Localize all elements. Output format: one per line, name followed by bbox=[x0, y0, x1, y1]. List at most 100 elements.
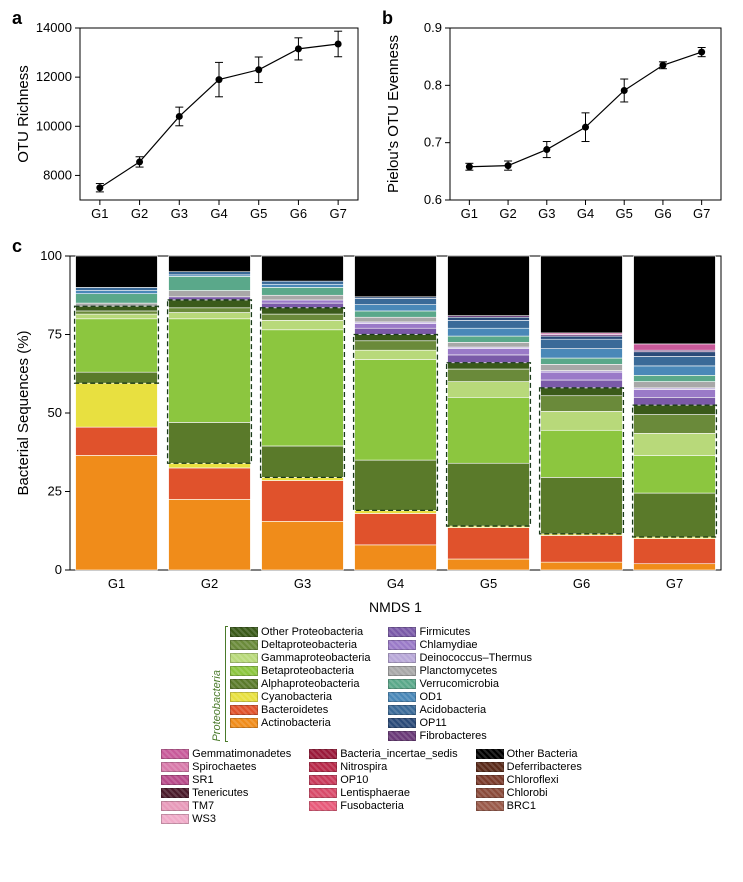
legend-swatch bbox=[388, 692, 416, 702]
legend-swatch bbox=[161, 749, 189, 759]
legend-item: Bacteroidetes bbox=[230, 704, 370, 716]
svg-text:50: 50 bbox=[48, 405, 62, 420]
legend-label: Fibrobacteres bbox=[419, 730, 486, 742]
legend-swatch bbox=[388, 666, 416, 676]
legend-item: TM7 bbox=[161, 800, 291, 812]
legend-item: Planctomycetes bbox=[388, 665, 532, 677]
legend-label: Other Proteobacteria bbox=[261, 626, 363, 638]
svg-text:G1: G1 bbox=[108, 576, 125, 591]
legend-item: Betaproteobacteria bbox=[230, 665, 370, 677]
legend-swatch bbox=[388, 627, 416, 637]
panel-c-label: c bbox=[12, 236, 22, 257]
svg-text:G6: G6 bbox=[654, 206, 671, 221]
svg-text:0.8: 0.8 bbox=[424, 77, 442, 92]
legend-item: OP11 bbox=[388, 717, 532, 729]
legend-swatch bbox=[230, 705, 258, 715]
legend-swatch bbox=[161, 762, 189, 772]
panel-b-label: b bbox=[382, 8, 393, 29]
legend-swatch bbox=[309, 788, 337, 798]
legend-item: Chloroflexi bbox=[476, 774, 582, 786]
svg-text:G4: G4 bbox=[210, 206, 227, 221]
legend-label: Actinobacteria bbox=[261, 717, 331, 729]
legend-label: Alphaproteobacteria bbox=[261, 678, 359, 690]
legend-swatch bbox=[309, 762, 337, 772]
legend-label: OP11 bbox=[419, 717, 446, 729]
legend-swatch bbox=[230, 653, 258, 663]
legend-item: BRC1 bbox=[476, 800, 582, 812]
legend-item: Other Bacteria bbox=[476, 748, 582, 760]
panel-a: a 8000100001200014000G1G2G3G4G5G6G7OTU R… bbox=[10, 10, 370, 230]
legend-item: Chlorobi bbox=[476, 787, 582, 799]
legend-label: Lentisphaerae bbox=[340, 787, 410, 799]
legend-item: Deferribacteres bbox=[476, 761, 582, 773]
legend-label: Acidobacteria bbox=[419, 704, 486, 716]
legend-swatch bbox=[309, 801, 337, 811]
legend-item: Fibrobacteres bbox=[388, 730, 532, 742]
legend-item: Acidobacteria bbox=[388, 704, 532, 716]
legend-item: Alphaproteobacteria bbox=[230, 678, 370, 690]
legend-item: OP10 bbox=[309, 774, 457, 786]
legend-swatch bbox=[388, 718, 416, 728]
legend-swatch bbox=[476, 801, 504, 811]
legend-label: WS3 bbox=[192, 813, 216, 825]
proteobacteria-bracket bbox=[225, 626, 228, 742]
legend-label: Deltaproteobacteria bbox=[261, 639, 357, 651]
legend-label: Planctomycetes bbox=[419, 665, 497, 677]
legend-swatch bbox=[230, 679, 258, 689]
legend-label: Other Bacteria bbox=[507, 748, 578, 760]
svg-text:8000: 8000 bbox=[43, 167, 72, 182]
chart-a: 8000100001200014000G1G2G3G4G5G6G7OTU Ric… bbox=[10, 10, 370, 230]
legend-item: Actinobacteria bbox=[230, 717, 370, 729]
svg-text:12000: 12000 bbox=[36, 69, 72, 84]
svg-text:0: 0 bbox=[55, 562, 62, 577]
legend-item: Firmicutes bbox=[388, 626, 532, 638]
proteobacteria-label: Proteobacteria bbox=[211, 670, 223, 742]
svg-text:G1: G1 bbox=[461, 206, 478, 221]
chart-b: 0.60.70.80.9G1G2G3G4G5G6G7Pielou's OTU E… bbox=[380, 10, 733, 230]
legend-swatch bbox=[476, 775, 504, 785]
legend-block-1: Proteobacteria Other ProteobacteriaDelta… bbox=[10, 626, 733, 742]
svg-text:0.6: 0.6 bbox=[424, 192, 442, 207]
legend: Proteobacteria Other ProteobacteriaDelta… bbox=[10, 626, 733, 825]
legend-label: Bacteria_incertae_sedis bbox=[340, 748, 457, 760]
svg-text:G5: G5 bbox=[616, 206, 633, 221]
legend-item: Spirochaetes bbox=[161, 761, 291, 773]
legend-item: Tenericutes bbox=[161, 787, 291, 799]
svg-text:G3: G3 bbox=[538, 206, 555, 221]
legend-label: Chlorobi bbox=[507, 787, 548, 799]
svg-text:G7: G7 bbox=[666, 576, 683, 591]
panel-b: b 0.60.70.80.9G1G2G3G4G5G6G7Pielou's OTU… bbox=[380, 10, 733, 230]
legend-item: Chlamydiae bbox=[388, 639, 532, 651]
legend-item: Other Proteobacteria bbox=[230, 626, 370, 638]
svg-text:G2: G2 bbox=[131, 206, 148, 221]
figure: a 8000100001200014000G1G2G3G4G5G6G7OTU R… bbox=[10, 10, 733, 825]
legend-item: Lentisphaerae bbox=[309, 787, 457, 799]
legend-item: Bacteria_incertae_sedis bbox=[309, 748, 457, 760]
legend-swatch bbox=[476, 788, 504, 798]
legend-item: Verrucomicrobia bbox=[388, 678, 532, 690]
legend-item: Gammaproteobacteria bbox=[230, 652, 370, 664]
legend-label: OP10 bbox=[340, 774, 368, 786]
legend-label: Nitrospira bbox=[340, 761, 387, 773]
legend-swatch bbox=[161, 814, 189, 824]
legend-swatch bbox=[161, 788, 189, 798]
svg-text:G4: G4 bbox=[577, 206, 594, 221]
svg-text:G1: G1 bbox=[91, 206, 108, 221]
svg-text:G6: G6 bbox=[573, 576, 590, 591]
legend-label: TM7 bbox=[192, 800, 214, 812]
chart-c: 0255075100Bacterial Sequences (%)NMDS 1G… bbox=[10, 238, 733, 618]
legend-swatch bbox=[230, 718, 258, 728]
legend-item: Deltaproteobacteria bbox=[230, 639, 370, 651]
panel-a-label: a bbox=[12, 8, 22, 29]
svg-text:G3: G3 bbox=[294, 576, 311, 591]
legend-item: SR1 bbox=[161, 774, 291, 786]
legend-swatch bbox=[476, 762, 504, 772]
legend-label: Betaproteobacteria bbox=[261, 665, 354, 677]
svg-text:G3: G3 bbox=[171, 206, 188, 221]
legend-label: Bacteroidetes bbox=[261, 704, 328, 716]
legend-swatch bbox=[230, 666, 258, 676]
legend-label: Chlamydiae bbox=[419, 639, 477, 651]
legend-swatch bbox=[388, 731, 416, 741]
legend-item: Deinococcus–Thermus bbox=[388, 652, 532, 664]
legend-label: Deinococcus–Thermus bbox=[419, 652, 532, 664]
